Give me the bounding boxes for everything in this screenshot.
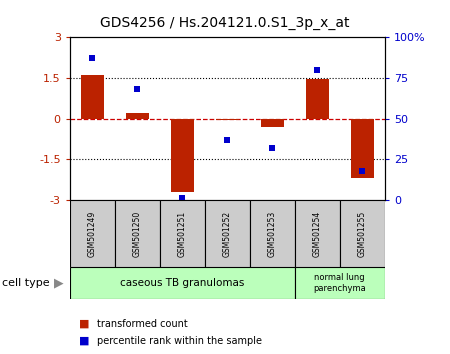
Text: caseous TB granulomas: caseous TB granulomas	[120, 278, 244, 288]
Text: ■: ■	[79, 336, 89, 346]
Text: GDS4256 / Hs.204121.0.S1_3p_x_at: GDS4256 / Hs.204121.0.S1_3p_x_at	[100, 16, 350, 30]
Text: transformed count: transformed count	[97, 319, 188, 329]
Bar	[306, 79, 328, 119]
Bar	[126, 113, 148, 119]
Bar	[171, 119, 194, 192]
Text: percentile rank within the sample: percentile rank within the sample	[97, 336, 262, 346]
Text: GSM501253: GSM501253	[268, 211, 277, 257]
Text: cell type: cell type	[2, 278, 50, 288]
Text: ▶: ▶	[54, 277, 63, 290]
Bar	[70, 200, 115, 267]
Bar	[216, 119, 239, 120]
Bar	[250, 200, 295, 267]
Text: GSM501252: GSM501252	[223, 211, 232, 257]
Bar	[261, 119, 284, 127]
Text: ■: ■	[79, 319, 89, 329]
Text: GSM501251: GSM501251	[178, 211, 187, 257]
Bar	[205, 200, 250, 267]
Text: GSM501254: GSM501254	[313, 211, 322, 257]
Bar	[295, 267, 385, 299]
Text: GSM501250: GSM501250	[133, 211, 142, 257]
Bar	[340, 200, 385, 267]
Bar	[115, 200, 160, 267]
Text: normal lung
parenchyma: normal lung parenchyma	[313, 274, 366, 293]
Bar	[81, 75, 104, 119]
Bar	[70, 267, 295, 299]
Bar	[351, 119, 374, 178]
Text: GSM501249: GSM501249	[88, 211, 97, 257]
Text: GSM501255: GSM501255	[358, 211, 367, 257]
Bar	[160, 200, 205, 267]
Bar	[295, 200, 340, 267]
